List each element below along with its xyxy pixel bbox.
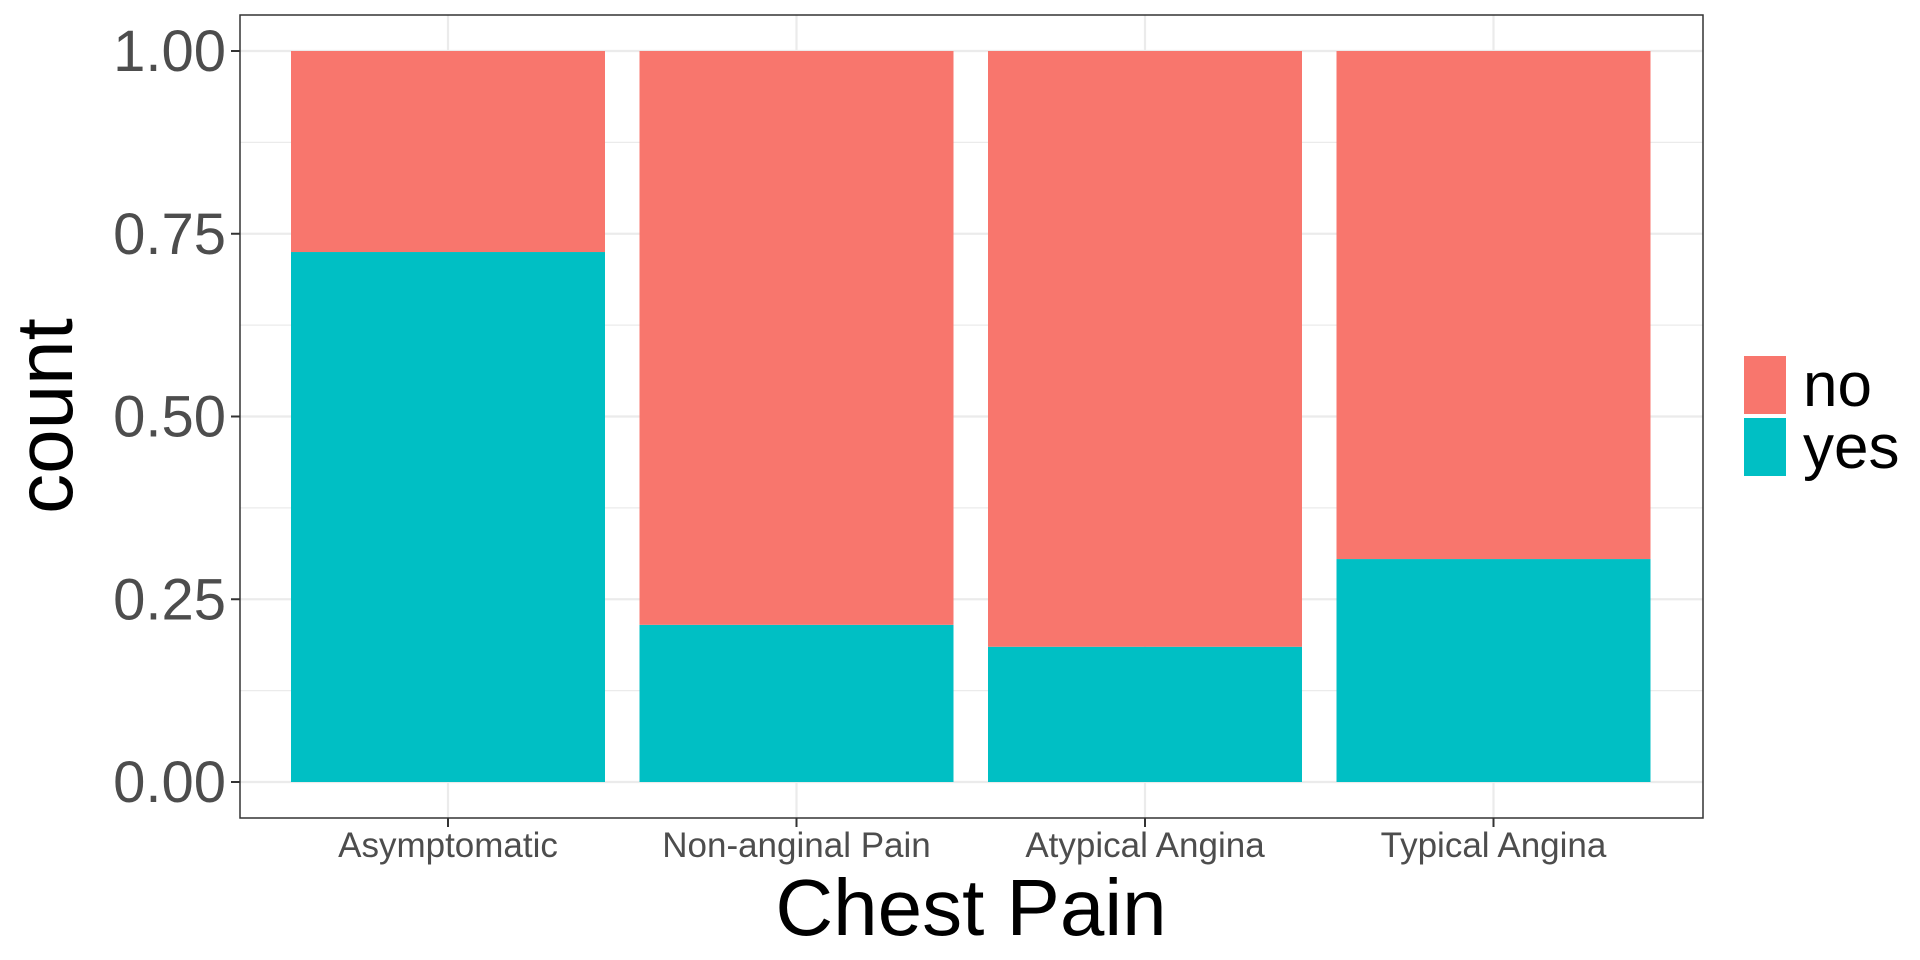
y-axis-ticks: 0.00 0.25 0.50 0.75 1.00	[113, 19, 240, 815]
bar-no	[988, 51, 1302, 647]
y-tick-label: 0.00	[113, 750, 226, 815]
bar-no	[1336, 51, 1651, 560]
x-tick-label: Non-anginal Pain	[662, 826, 931, 865]
y-axis-title: count	[0, 318, 89, 514]
bars	[291, 51, 1651, 782]
bar-yes	[988, 646, 1302, 782]
x-axis-title: Chest Pain	[775, 863, 1166, 952]
bar-yes	[639, 624, 954, 782]
bar-yes	[291, 252, 605, 782]
legend-label-no: no	[1803, 351, 1872, 420]
bar-yes	[1336, 559, 1651, 782]
x-tick-label: Typical Angina	[1381, 826, 1607, 865]
y-tick-label: 0.50	[113, 385, 226, 450]
x-axis-ticks: Asymptomatic Non-anginal Pain Atypical Ang…	[338, 818, 1607, 865]
bar-no	[639, 51, 954, 625]
y-tick-label: 1.00	[113, 19, 226, 84]
x-tick-label: Asymptomatic	[338, 826, 558, 865]
x-tick-label: Atypical Angina	[1025, 826, 1265, 865]
legend-swatch-no	[1744, 356, 1786, 414]
legend-swatch-yes	[1744, 418, 1786, 476]
y-tick-label: 0.25	[113, 567, 226, 632]
legend-label-yes: yes	[1803, 413, 1899, 482]
y-tick-label: 0.75	[113, 202, 226, 267]
bar-no	[291, 51, 605, 253]
